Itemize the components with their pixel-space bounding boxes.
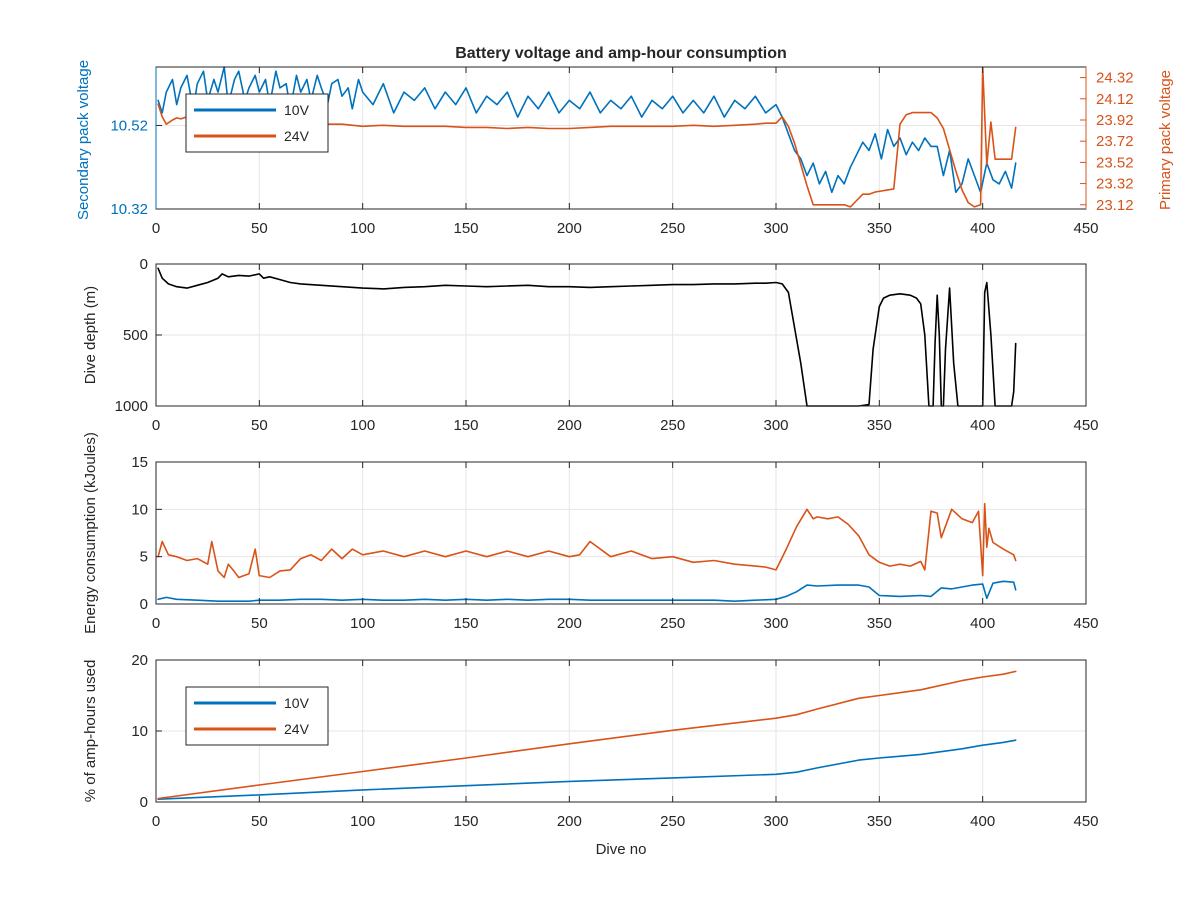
voltage-ytick-label-right: 24.32 xyxy=(1096,70,1134,87)
amphours-ytick-label: 20 xyxy=(131,652,148,669)
voltage-legend-box xyxy=(185,93,329,153)
amphours-ytick-label: 0 xyxy=(140,794,148,811)
chart-title: Battery voltage and amp-hour consumption xyxy=(455,45,787,62)
voltage-xtick-label: 400 xyxy=(970,220,995,237)
voltage-xtick-label: 150 xyxy=(453,220,478,237)
amphours-ylabel: % of amp-hours used xyxy=(82,660,99,803)
voltage-ytick-label-right: 23.52 xyxy=(1096,154,1134,171)
amphours-xtick-label: 100 xyxy=(350,813,375,830)
depth-xtick-label: 100 xyxy=(350,417,375,434)
depth-xtick-label: 300 xyxy=(763,417,788,434)
depth-ylabel: Dive depth (m) xyxy=(82,286,99,384)
energy-plot-area xyxy=(156,462,1086,604)
energy-ytick-label: 15 xyxy=(131,454,148,471)
voltage-xtick-label: 200 xyxy=(557,220,582,237)
energy-ytick-label: 5 xyxy=(140,549,148,566)
amphours-xtick-label: 0 xyxy=(152,813,160,830)
voltage-xtick-label: 350 xyxy=(867,220,892,237)
voltage-ylabel-left: Secondary pack voltage xyxy=(75,60,92,220)
voltage-ytick-label-right: 23.32 xyxy=(1096,176,1134,193)
depth-xtick-label: 150 xyxy=(453,417,478,434)
amphours-ytick-label: 10 xyxy=(131,723,148,740)
voltage-ytick-label-right: 24.12 xyxy=(1096,91,1134,108)
amphours-xtick-label: 400 xyxy=(970,813,995,830)
depth-ytick-label: 500 xyxy=(123,327,148,344)
voltage-xtick-label: 250 xyxy=(660,220,685,237)
depth-panel: 0 50 100 150 200 250 300 350 400 450 0 500 1000 Dive … xyxy=(82,256,1099,434)
energy-xtick-label: 100 xyxy=(350,615,375,632)
energy-xtick-label: 0 xyxy=(152,615,160,632)
depth-xtick-label: 50 xyxy=(251,417,268,434)
energy-ylabel: Energy consumption (kJoules) xyxy=(82,432,99,634)
voltage-ytick-label: 10.52 xyxy=(110,117,148,134)
depth-xtick-label: 0 xyxy=(152,417,160,434)
energy-series-10v xyxy=(157,580,1017,603)
voltage-ylabel-right: Primary pack voltage xyxy=(1157,70,1174,210)
energy-ytick-label: 10 xyxy=(131,501,148,518)
voltage-legend-label-24v: 24V xyxy=(284,128,310,144)
energy-xtick-label: 400 xyxy=(970,615,995,632)
voltage-legend-label-10v: 10V xyxy=(284,102,310,118)
energy-xtick-label: 50 xyxy=(251,615,268,632)
voltage-ytick-label-right: 23.92 xyxy=(1096,112,1134,129)
depth-xtick-label: 400 xyxy=(970,417,995,434)
amphours-xtick-label: 200 xyxy=(557,813,582,830)
depth-xtick-label: 250 xyxy=(660,417,685,434)
voltage-series-10v xyxy=(157,66,1017,194)
energy-xtick-label: 250 xyxy=(660,615,685,632)
depth-ytick-label: 1000 xyxy=(115,398,148,415)
voltage-legend: 10V 24V xyxy=(185,93,329,153)
amphours-panel: 0 50 100 150 200 250 300 350 400 450 0 10 20 % of amp… xyxy=(82,652,1099,858)
energy-axes-frame xyxy=(155,461,1087,605)
voltage-panel: 0 50 100 150 200 250 300 350 400 450 10.32 10.52 23.… xyxy=(75,45,1174,237)
amphours-xtick-label: 300 xyxy=(763,813,788,830)
voltage-ytick-label-right: 23.72 xyxy=(1096,133,1134,150)
amphours-xtick-label: 250 xyxy=(660,813,685,830)
amphours-legend-box xyxy=(185,686,329,746)
voltage-ytick-label-right: 23.12 xyxy=(1096,197,1134,214)
amphours-legend-label-24v: 24V xyxy=(284,721,310,737)
depth-xtick-label: 350 xyxy=(867,417,892,434)
amphours-xlabel: Dive no xyxy=(596,841,647,858)
voltage-ytick-label: 10.32 xyxy=(110,201,148,218)
amphours-series-24v xyxy=(157,670,1017,800)
depth-xtick-label: 450 xyxy=(1073,417,1098,434)
amphours-xtick-label: 50 xyxy=(251,813,268,830)
amphours-xtick-label: 450 xyxy=(1073,813,1098,830)
amphours-legend: 10V 24V xyxy=(185,686,329,746)
energy-xtick-label: 200 xyxy=(557,615,582,632)
depth-ytick-label: 0 xyxy=(140,256,148,273)
amphours-series-10v xyxy=(157,739,1017,801)
amphours-legend-label-10v: 10V xyxy=(284,695,310,711)
voltage-xtick-label: 50 xyxy=(251,220,268,237)
voltage-xtick-label: 300 xyxy=(763,220,788,237)
energy-xtick-label: 300 xyxy=(763,615,788,632)
energy-xtick-label: 350 xyxy=(867,615,892,632)
energy-panel: 0 50 100 150 200 250 300 350 400 450 0 5 10 15 Energy … xyxy=(82,432,1099,634)
voltage-xtick-label: 450 xyxy=(1073,220,1098,237)
depth-xtick-label: 200 xyxy=(557,417,582,434)
energy-ytick-label: 0 xyxy=(140,596,148,613)
amphours-xtick-label: 150 xyxy=(453,813,478,830)
energy-xtick-label: 450 xyxy=(1073,615,1098,632)
amphours-xtick-label: 350 xyxy=(867,813,892,830)
voltage-xtick-label: 100 xyxy=(350,220,375,237)
voltage-xtick-label: 0 xyxy=(152,220,160,237)
energy-xtick-label: 150 xyxy=(453,615,478,632)
energy-series-24v xyxy=(157,502,1017,579)
